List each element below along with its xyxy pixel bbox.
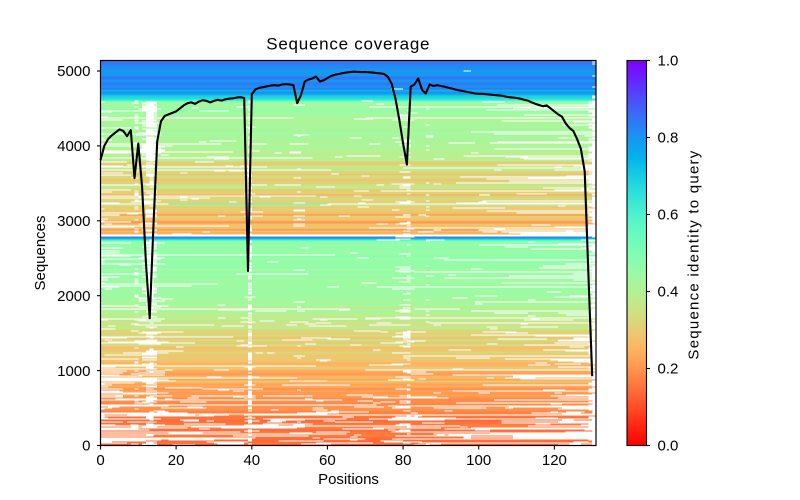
- svg-text:4000: 4000: [57, 138, 90, 155]
- svg-text:5000: 5000: [57, 63, 90, 80]
- svg-text:1000: 1000: [57, 363, 90, 380]
- svg-text:0.6: 0.6: [658, 207, 679, 224]
- svg-text:2000: 2000: [57, 288, 90, 305]
- svg-text:40: 40: [243, 452, 260, 469]
- svg-text:60: 60: [319, 452, 336, 469]
- svg-text:1.0: 1.0: [658, 53, 679, 70]
- svg-text:0.8: 0.8: [658, 130, 679, 147]
- svg-text:Positions: Positions: [318, 471, 379, 488]
- svg-text:3000: 3000: [57, 213, 90, 230]
- svg-text:0: 0: [82, 438, 90, 455]
- svg-text:0.2: 0.2: [658, 361, 679, 378]
- svg-text:0: 0: [96, 452, 104, 469]
- svg-text:Sequence identity to query: Sequence identity to query: [686, 149, 703, 359]
- svg-text:120: 120: [542, 452, 567, 469]
- svg-text:0.0: 0.0: [658, 438, 679, 455]
- svg-text:100: 100: [466, 452, 491, 469]
- svg-text:Sequence coverage: Sequence coverage: [266, 35, 430, 54]
- svg-text:80: 80: [395, 452, 412, 469]
- svg-text:20: 20: [168, 452, 185, 469]
- svg-text:Sequences: Sequences: [32, 215, 49, 290]
- svg-text:0.4: 0.4: [658, 284, 679, 301]
